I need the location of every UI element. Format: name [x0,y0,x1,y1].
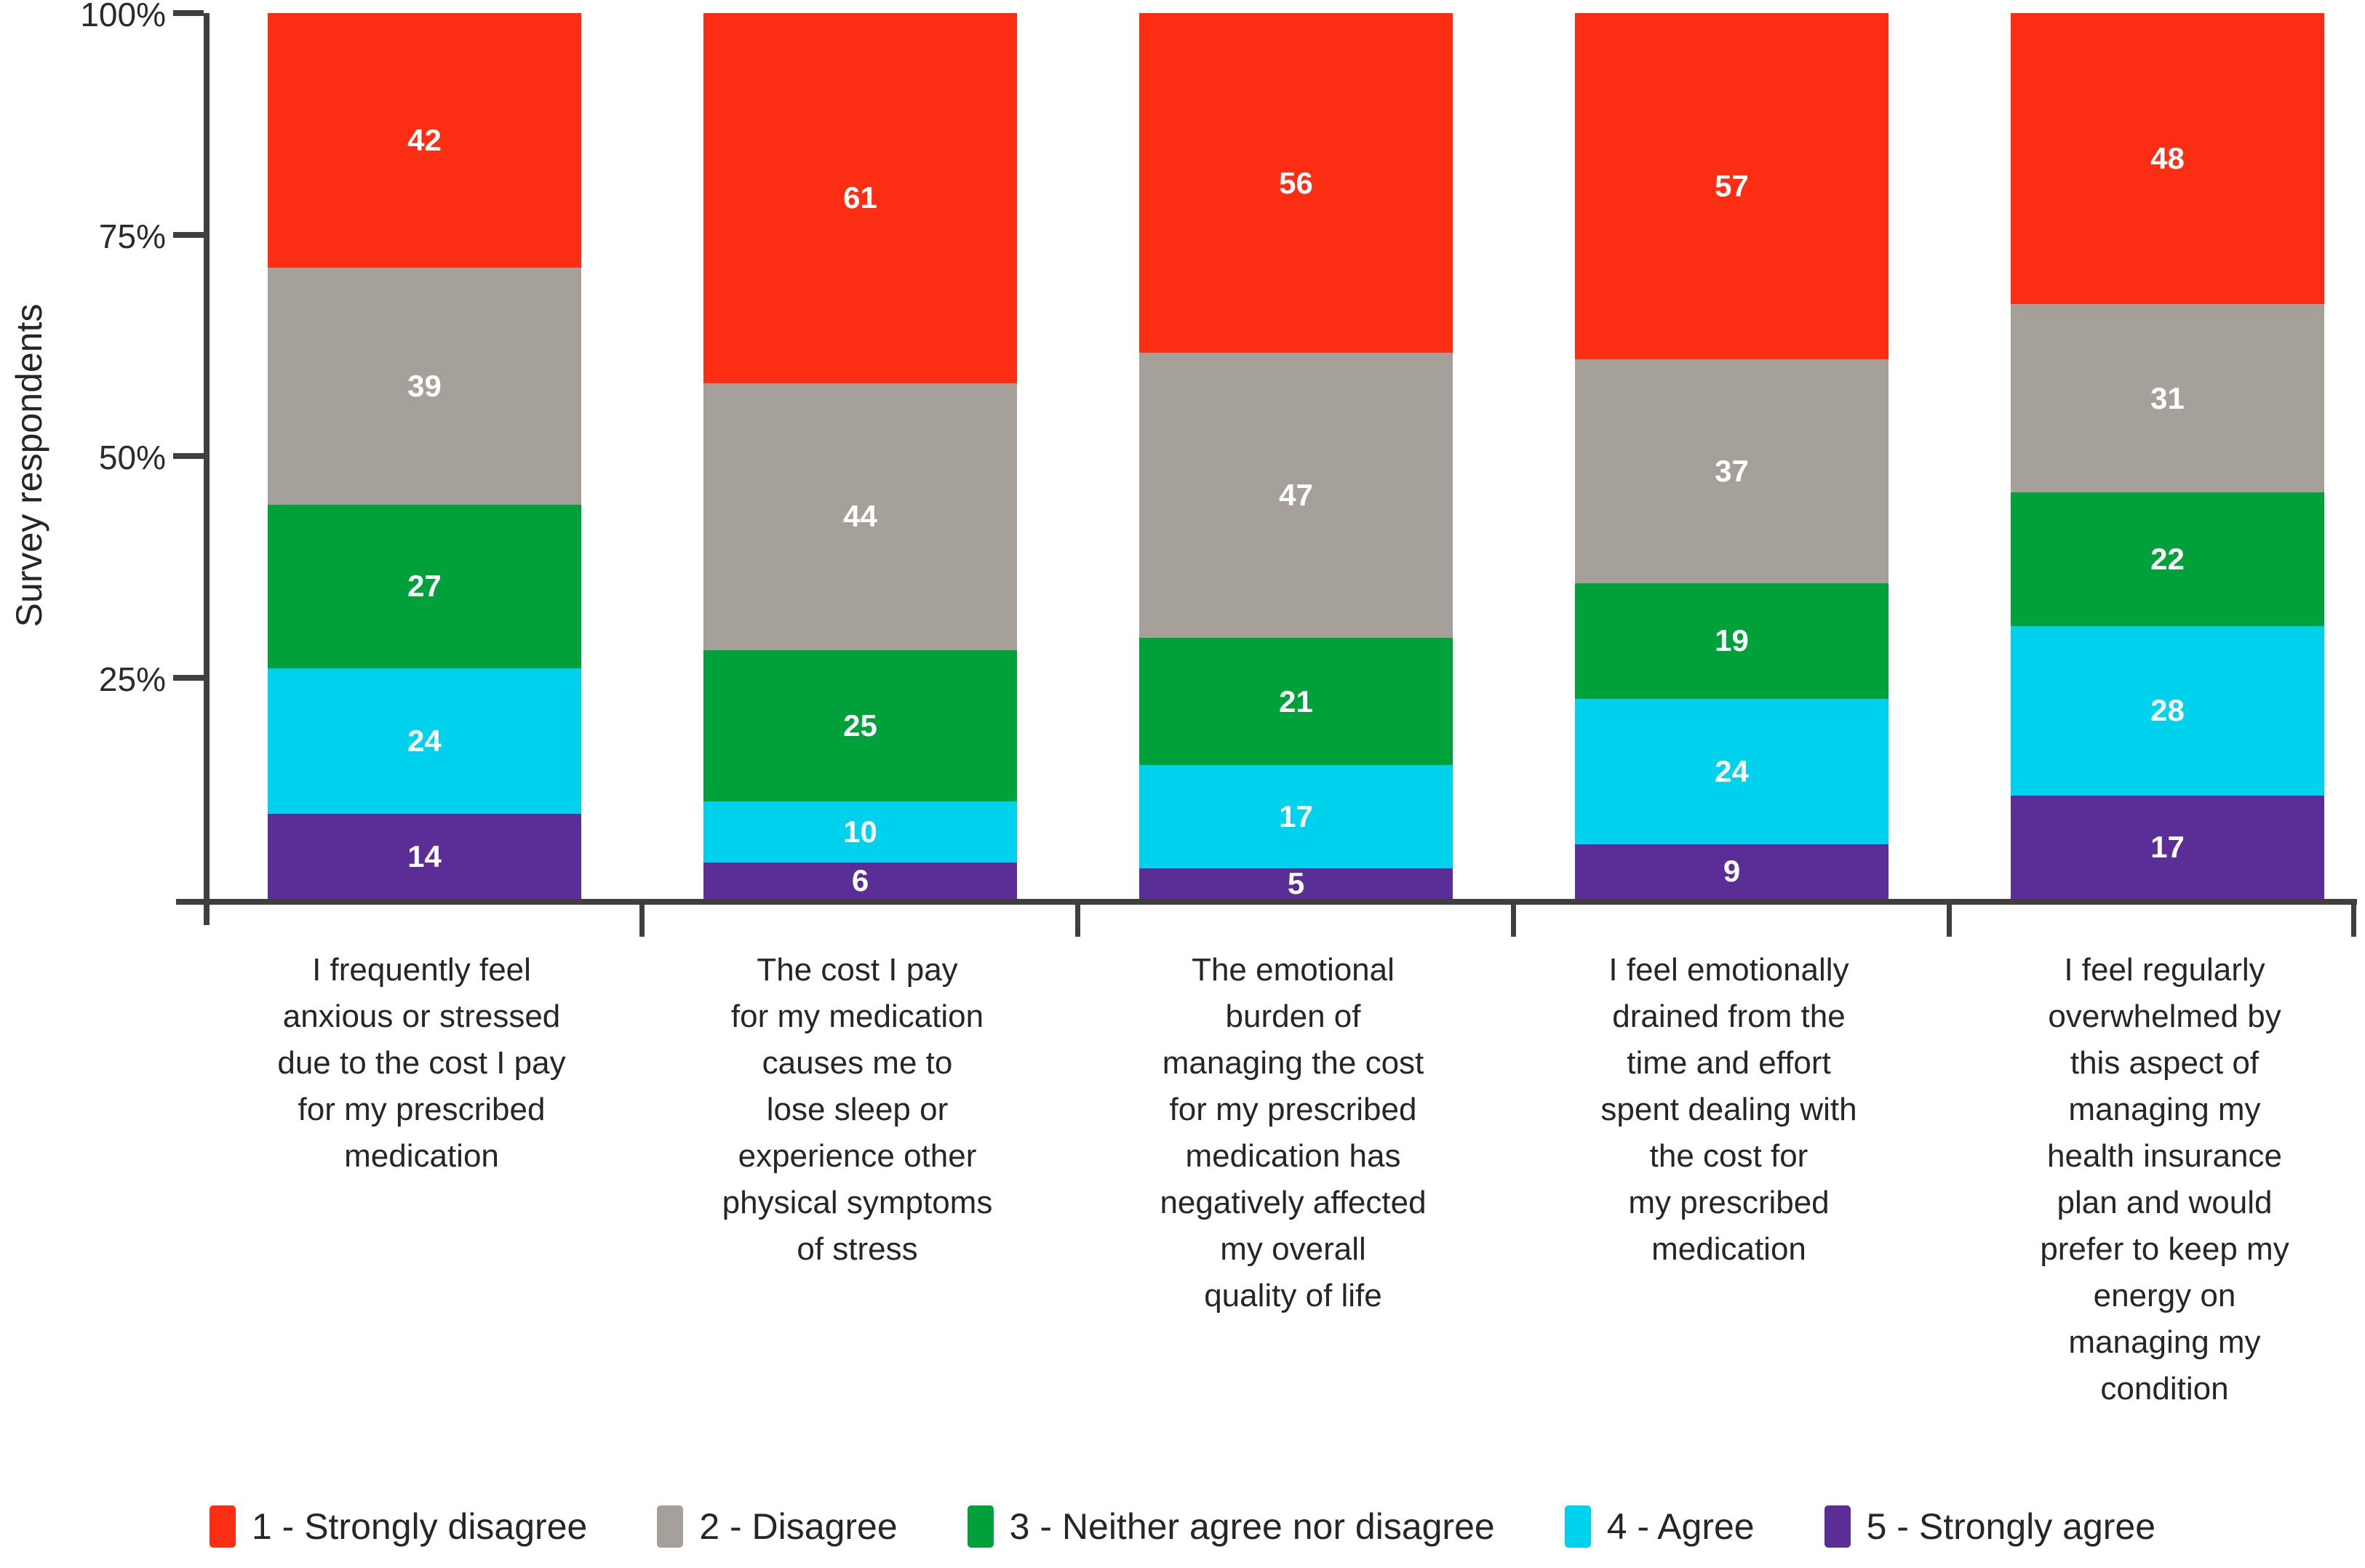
legend-label: 2 - Disagree [699,1506,898,1547]
x-axis-tick [639,905,645,937]
bar-segment-5-strongly-agree: 6 [703,862,1017,899]
bar-value-label: 25 [843,708,877,743]
category-label: I feel regularly overwhelmed by this asp… [2040,952,2289,1407]
legend-item: 4 - Agree [1564,1505,1755,1548]
y-axis-tick-label: 25% [98,660,166,698]
bar-value-label: 44 [843,499,877,534]
bar-segment-5-strongly-agree: 14 [268,814,581,899]
bar-value-label: 24 [1715,753,1749,788]
bar-value-label: 6 [851,863,869,897]
bar-segment-3-neither-agree-nor-disagree: 22 [2011,492,2324,626]
legend-swatch-icon [657,1505,684,1548]
legend: 1 - Strongly disagree 2 - Disagree 3 - Nei… [0,1485,2365,1568]
legend-item: 3 - Neither agree nor disagree [967,1505,1495,1548]
legend-item: 1 - Strongly disagree [209,1505,588,1548]
legend-swatch-icon [209,1505,236,1548]
bar-segment-5-strongly-agree: 5 [1139,868,1453,899]
bar-value-label: 47 [1279,478,1313,513]
category-label: I feel emotionally drained from the time… [1600,952,1857,1267]
bar-value-label: 27 [407,569,442,604]
bar-segment-4-agree: 17 [1139,765,1453,869]
bar-segment-3-neither-agree-nor-disagree: 25 [703,649,1017,802]
bar-value-label: 5 [1287,866,1305,901]
y-axis-tick [173,231,204,238]
x-axis-tick [1075,905,1080,937]
bar-value-label: 39 [407,369,442,404]
legend-swatch-icon [1824,1505,1851,1548]
legend-swatch-icon [967,1505,994,1548]
legend-label: 4 - Agree [1606,1506,1755,1547]
y-axis-tick [173,674,204,681]
bar-segment-5-strongly-agree: 9 [1575,844,1889,899]
bar-segment-1-strongly-disagree: 42 [268,13,581,268]
bar-segment-4-agree: 24 [1575,698,1889,844]
legend-swatch-icon [1564,1505,1591,1548]
bar-value-label: 17 [1279,799,1313,834]
bar-value-label: 22 [2150,541,2185,576]
bar-value-label: 28 [2150,693,2185,728]
category-label: The cost I pay for my medication causes … [722,952,993,1267]
legend-label: 1 - Strongly disagree [251,1506,588,1547]
x-axis-tick [1511,905,1516,937]
stacked-bar: 57 37 19 24 9 [1575,13,1889,899]
bar-value-label: 17 [2150,830,2185,865]
stacked-bar: 56 47 21 17 5 [1139,13,1453,899]
bar-value-label: 57 [1715,168,1749,203]
bar-segment-1-strongly-disagree: 57 [1575,13,1889,359]
bar-value-label: 48 [2150,141,2185,176]
bar-segment-1-strongly-disagree: 56 [1139,13,1453,353]
y-axis-tick-label: 50% [98,439,166,476]
y-axis-tick [173,10,204,16]
bar-segment-2-disagree: 47 [1139,353,1453,639]
y-axis-line [204,13,210,925]
bar-segment-2-disagree: 44 [703,383,1017,650]
bar-segment-1-strongly-disagree: 61 [703,13,1017,383]
bar-segment-4-agree: 28 [2011,625,2324,796]
bar-value-label: 9 [1723,854,1741,889]
bar-value-label: 61 [843,180,877,215]
bar-segment-4-agree: 24 [268,668,581,815]
bar-segment-4-agree: 10 [703,801,1017,863]
bar-value-label: 24 [407,724,442,759]
y-axis-tick-label: 75% [98,217,166,255]
legend-item: 5 - Strongly agree [1824,1505,2155,1548]
bar-value-label: 42 [407,123,442,158]
y-axis-tick [173,453,204,459]
x-axis-tick [1947,905,1952,937]
x-axis-line [176,899,2357,905]
stacked-bar: 61 44 25 10 6 [703,13,1017,899]
stacked-bar: 48 31 22 28 17 [2011,13,2324,899]
bar-value-label: 21 [1279,684,1313,719]
stacked-bar: 42 39 27 24 14 [268,13,581,899]
bar-segment-3-neither-agree-nor-disagree: 21 [1139,638,1453,766]
bar-segment-1-strongly-disagree: 48 [2011,13,2324,305]
legend-item: 2 - Disagree [657,1505,898,1548]
bar-value-label: 14 [407,839,442,873]
bar-segment-2-disagree: 37 [1575,359,1889,584]
bar-value-label: 19 [1715,623,1749,658]
bar-segment-2-disagree: 39 [268,268,581,505]
category-label: I frequently feel anxious or stressed du… [277,952,566,1174]
bar-segment-2-disagree: 31 [2011,304,2324,493]
x-axis-tick [2351,905,2356,937]
bar-value-label: 10 [843,815,877,849]
bar-value-label: 37 [1715,453,1749,488]
bar-segment-5-strongly-agree: 17 [2011,796,2324,899]
legend-label: 3 - Neither agree nor disagree [1009,1506,1495,1547]
bar-segment-3-neither-agree-nor-disagree: 19 [1575,583,1889,699]
bar-value-label: 31 [2150,380,2185,415]
y-axis-tick-label: 100% [80,0,166,33]
legend-label: 5 - Strongly agree [1866,1506,2156,1547]
category-label: The emotional burden of managing the cos… [1160,952,1427,1313]
bar-value-label: 56 [1279,165,1313,200]
bar-segment-3-neither-agree-nor-disagree: 27 [268,504,581,668]
